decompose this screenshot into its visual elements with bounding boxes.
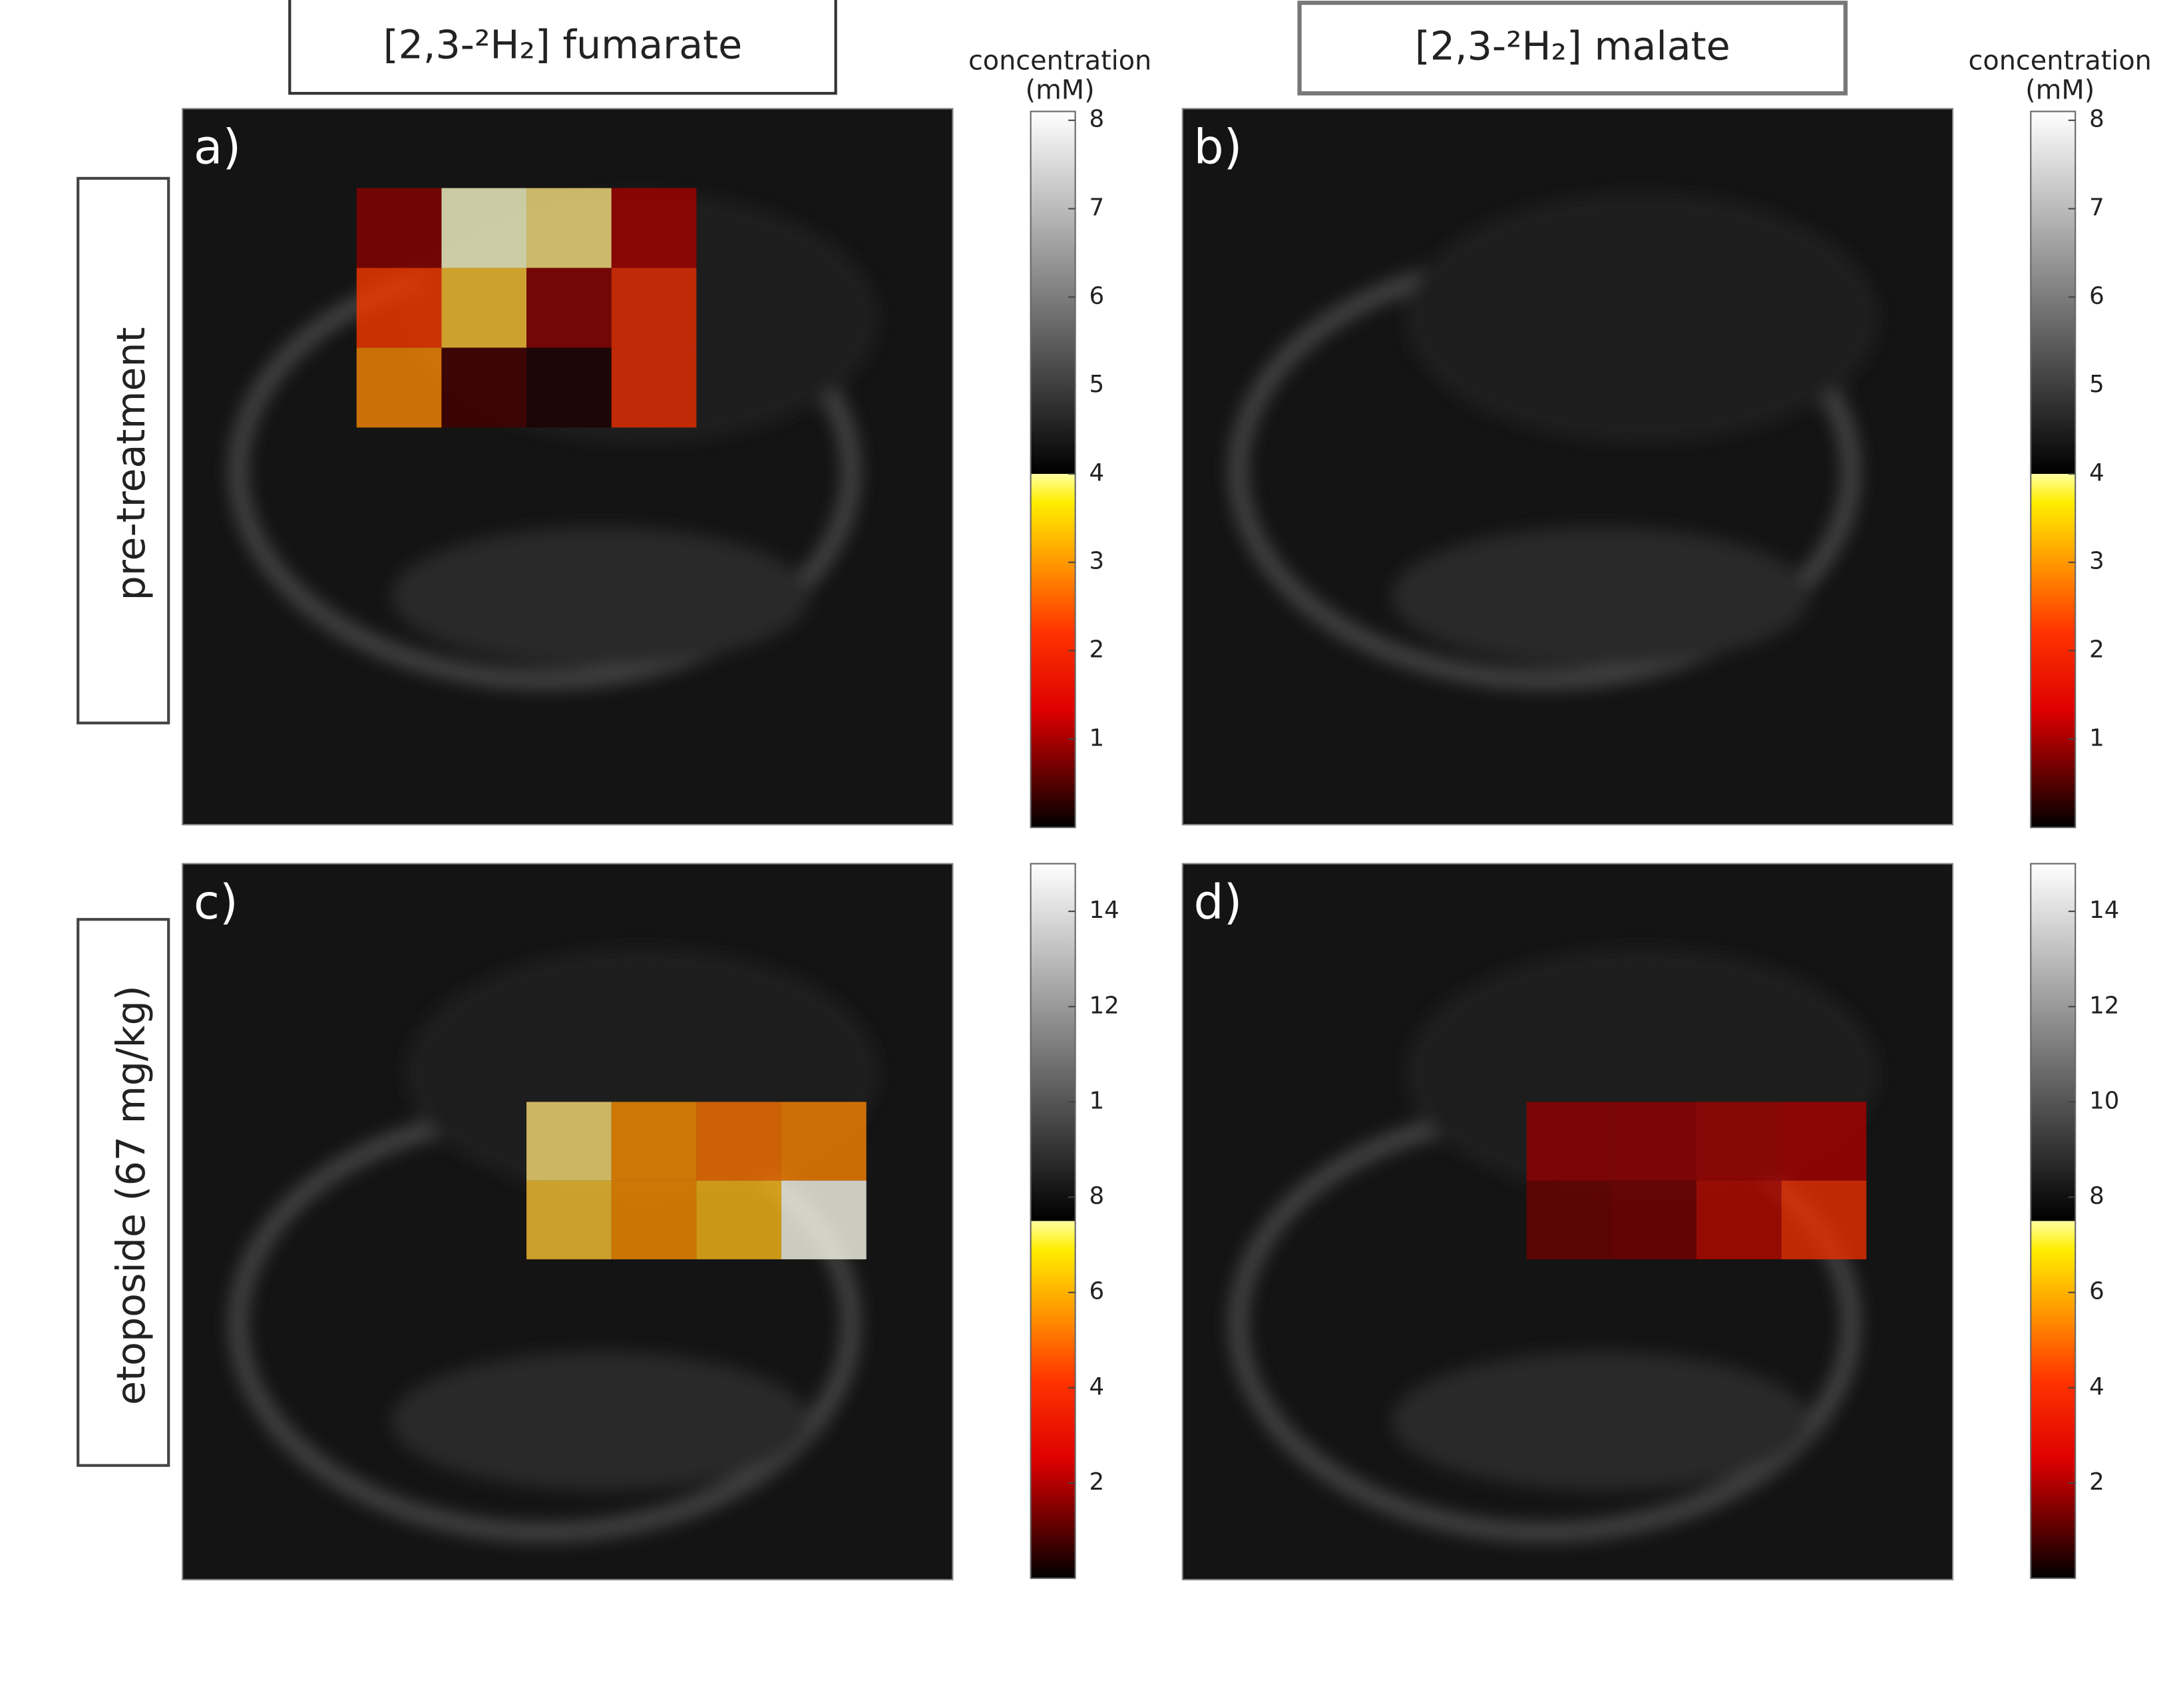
colorbar-tick-label: 4	[1089, 1373, 1105, 1400]
colorbar-tick-label: 6	[2089, 282, 2104, 310]
anatomy-shape	[391, 1351, 809, 1491]
title-box	[1297, 1, 1848, 96]
colorbar-tick-label: 12	[2089, 992, 2119, 1019]
colorbar-label: concentration	[1969, 46, 2152, 77]
anatomy-shape	[1391, 1351, 1810, 1491]
heatmap-cell	[611, 347, 697, 428]
colorbar-hot	[2031, 1221, 2076, 1579]
colorbar-tick-label: 4	[2089, 459, 2104, 487]
heatmap-cell	[526, 1102, 612, 1181]
colorbar-gray	[2031, 863, 2076, 1221]
colorbar-tick-label: 5	[1089, 371, 1105, 398]
colorbar-frame	[1030, 110, 1076, 829]
colorbar-tick-label: 6	[1089, 1278, 1105, 1305]
heatmap-cell	[1781, 1180, 1867, 1259]
colorbar-tick-label: 7	[1089, 194, 1105, 222]
colorbar-gray	[1030, 111, 1076, 474]
panel-label: d)	[1194, 875, 1243, 930]
heatmap-cell	[611, 188, 697, 268]
colorbar-tick-label: 6	[1089, 282, 1105, 310]
colorbar-tick-label: 1	[2089, 724, 2104, 751]
anatomy-shape	[1405, 192, 1880, 443]
colorbar-hot	[1030, 1221, 1076, 1579]
colorbar-tick-label: 3	[2089, 548, 2104, 575]
colorbar-tick-label: 8	[1089, 106, 1105, 133]
heatmap-cell	[696, 1102, 782, 1181]
row-label-box	[77, 176, 170, 725]
colorbar-tick-label: 6	[2089, 1278, 2104, 1305]
colorbar-hot	[1030, 473, 1076, 828]
colorbar-tick-label: 5	[2089, 371, 2104, 398]
anatomy-shape	[1391, 527, 1810, 666]
anatomy	[1228, 192, 1880, 690]
colorbar-tick-label: 8	[1089, 1183, 1105, 1210]
colorbar-tick-label: 2	[1089, 636, 1105, 664]
panel-label: a)	[194, 120, 241, 175]
colorbar-gray	[2031, 111, 2076, 474]
heatmap-cell	[1696, 1180, 1782, 1259]
colorbar-tick-label: 1	[1089, 1087, 1105, 1114]
row-label: etoposide (67 mg/kg)	[108, 985, 154, 1404]
colorbar-label: (mM)	[1026, 75, 1095, 106]
title-box	[288, 0, 837, 95]
colorbar-hot	[2031, 473, 2076, 828]
colorbar-tick-label: 1	[1089, 724, 1105, 751]
heatmap-cell	[526, 1180, 612, 1259]
heatmap-cell	[356, 347, 442, 428]
colorbar-frame	[2030, 110, 2077, 829]
heatmap-cell	[526, 347, 612, 428]
colorbar-tick-label: 2	[1089, 1468, 1105, 1496]
colorbar-tick-label: 12	[1089, 992, 1119, 1019]
heatmap-cell	[526, 188, 612, 268]
colorbar-tick-label: 4	[1089, 459, 1105, 487]
heatmap-cell	[611, 1180, 697, 1259]
colorbar-label: (mM)	[2025, 75, 2094, 106]
colorbar-tick-label: 14	[2089, 897, 2119, 924]
colorbar-tick-label: 8	[2089, 1183, 2104, 1210]
anatomy-shape	[391, 527, 809, 666]
heatmap-cell	[526, 268, 612, 348]
heatmap-cell	[441, 347, 527, 428]
heatmap-cell	[611, 1102, 697, 1181]
heatmap-cell	[1696, 1102, 1782, 1181]
heatmap-cell	[696, 1180, 782, 1259]
heatmap-cell	[781, 1102, 867, 1181]
heatmap-cell	[781, 1180, 867, 1259]
colorbar-tick-label: 4	[2089, 1373, 2104, 1400]
colorbar-frame	[2030, 863, 2077, 1580]
heatmap-cell	[356, 188, 442, 268]
colorbar-tick-label: 8	[2089, 106, 2104, 133]
heatmap-cell	[1526, 1180, 1612, 1259]
heatmap-cell	[1611, 1102, 1696, 1181]
colorbar-tick-label: 7	[2089, 194, 2104, 222]
column-title: [2,3-²H₂] malate	[1415, 23, 1730, 69]
panel-label: b)	[1194, 120, 1243, 175]
colorbar-frame	[1030, 863, 1076, 1580]
row-label: pre-treatment	[108, 327, 154, 600]
colorbar-tick-label: 2	[2089, 1468, 2104, 1496]
heatmap-cell	[441, 188, 527, 268]
heatmap-cell	[356, 268, 442, 348]
colorbar-tick-label: 3	[1089, 548, 1105, 575]
heatmap-cell	[441, 268, 527, 348]
colorbar-label: concentration	[968, 46, 1151, 77]
heatmap-cell	[1781, 1102, 1867, 1181]
column-title: [2,3-²H₂] fumarate	[383, 22, 742, 67]
heatmap-cell	[1611, 1180, 1696, 1259]
colorbar-tick-label: 2	[2089, 636, 2104, 664]
colorbar-gray	[1030, 863, 1076, 1221]
heatmap-cell	[611, 268, 697, 348]
heatmap-cell	[1526, 1102, 1612, 1181]
colorbar-tick-label: 14	[1089, 897, 1119, 924]
colorbar-tick-label: 10	[2089, 1087, 2119, 1114]
panel-label: c)	[194, 875, 238, 930]
row-label-box	[77, 918, 170, 1467]
